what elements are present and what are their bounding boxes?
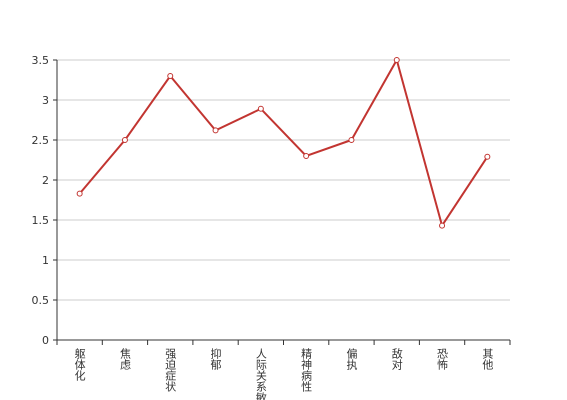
- x-tick-label: 躯体化: [73, 348, 86, 382]
- x-tick-label: 敌对: [390, 347, 403, 370]
- y-tick-label: 1.5: [32, 214, 50, 227]
- point: [76, 190, 83, 197]
- y-tick-label: 2.5: [32, 134, 50, 147]
- x-tick-label: 人际关系敏感: [254, 348, 267, 400]
- y-tick-label: 3.5: [32, 54, 50, 67]
- line: [78, 57, 489, 228]
- point: [484, 153, 491, 160]
- y-tick-label: 1: [42, 254, 49, 267]
- x-tick-label: 偏执: [345, 347, 358, 371]
- y-tick-label: 0: [42, 334, 49, 347]
- x-tick-label: 焦虑: [118, 348, 131, 370]
- x-tick-label: 其他: [481, 348, 494, 370]
- point: [348, 137, 355, 143]
- point: [121, 137, 128, 143]
- point: [167, 73, 174, 79]
- point: [212, 127, 219, 134]
- x-tick-label: 抑郁: [209, 347, 222, 370]
- x-tick-label: 精神病性: [300, 348, 313, 393]
- point: [439, 222, 446, 229]
- x-tick-label: 恐怖: [436, 348, 449, 370]
- point: [303, 153, 310, 159]
- y-tick-label: 0.5: [32, 294, 50, 307]
- point: [257, 105, 264, 112]
- point: [393, 57, 400, 63]
- y-tick-label: 3: [42, 94, 49, 107]
- y-tick-label: 2: [42, 174, 49, 187]
- x-tick-label: 强迫症状: [164, 348, 177, 392]
